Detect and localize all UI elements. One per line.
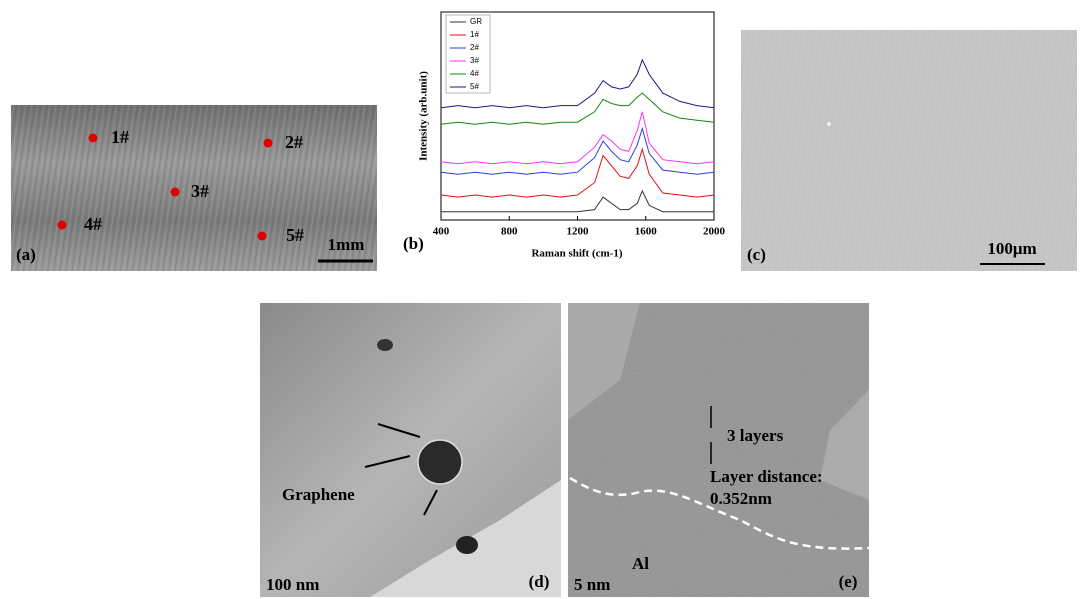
scale-bar-label: 100μm (987, 239, 1036, 258)
annotation: 0.352nm (710, 489, 772, 508)
panel-d: Graphene 100 nm (d) (260, 303, 561, 597)
point-label: 1# (111, 127, 129, 147)
point (264, 139, 273, 148)
legend-label: 5# (470, 82, 479, 91)
point (171, 188, 180, 197)
y-axis-label: Intensity (arb.unit) (418, 71, 430, 161)
point (58, 221, 67, 230)
point-label: 3# (191, 181, 209, 201)
particle (456, 536, 478, 554)
particle (827, 122, 831, 126)
x-tick-label: 2000 (703, 226, 726, 238)
x-axis-label: Raman shift (cm-1) (531, 248, 622, 260)
panel-label: (c) (747, 245, 766, 264)
particle (418, 440, 462, 484)
scale-bar-label: 100 nm (266, 575, 319, 594)
panel-b: Intensity (arb.unit) Raman shift (cm-1) … (403, 12, 726, 260)
legend (446, 15, 490, 93)
panel-e: 3 layers Layer distance: 0.352nm Al 5 nm… (568, 303, 869, 597)
point (258, 232, 267, 241)
point-label: 5# (286, 225, 304, 245)
scale-bar-label: 1mm (328, 235, 365, 254)
texture (568, 303, 869, 597)
panel-label: (d) (529, 572, 550, 591)
point (89, 134, 98, 143)
panel-c: (c) 100μm (741, 30, 1077, 271)
legend-label: 2# (470, 43, 479, 52)
legend-label: 1# (470, 30, 479, 39)
panel-label: (b) (403, 234, 424, 253)
x-tick-label: 1600 (635, 226, 658, 238)
texture (741, 30, 1077, 271)
legend-label: 4# (470, 69, 479, 78)
panel-a: 1# 2# 3# 4# 5# (a) 1mm (11, 105, 377, 271)
annotation: 3 layers (727, 426, 784, 445)
annotation: Al (632, 554, 649, 573)
annotation: Graphene (282, 485, 355, 504)
panel-label: (e) (839, 572, 858, 591)
annotation: Layer distance: (710, 467, 823, 486)
particle (377, 339, 393, 351)
point-label: 4# (84, 214, 102, 234)
scale-bar-label: 5 nm (574, 575, 610, 594)
point-label: 2# (285, 132, 303, 152)
legend-label: 3# (470, 56, 479, 65)
legend-label: GR (470, 17, 482, 26)
x-tick-label: 1200 (567, 226, 590, 238)
figure: 1# 2# 3# 4# 5# (a) 1mm Intensity (arb.un… (0, 0, 1088, 599)
panel-label: (a) (16, 245, 36, 264)
x-tick-label: 800 (501, 226, 518, 238)
x-tick-label: 400 (433, 226, 450, 238)
